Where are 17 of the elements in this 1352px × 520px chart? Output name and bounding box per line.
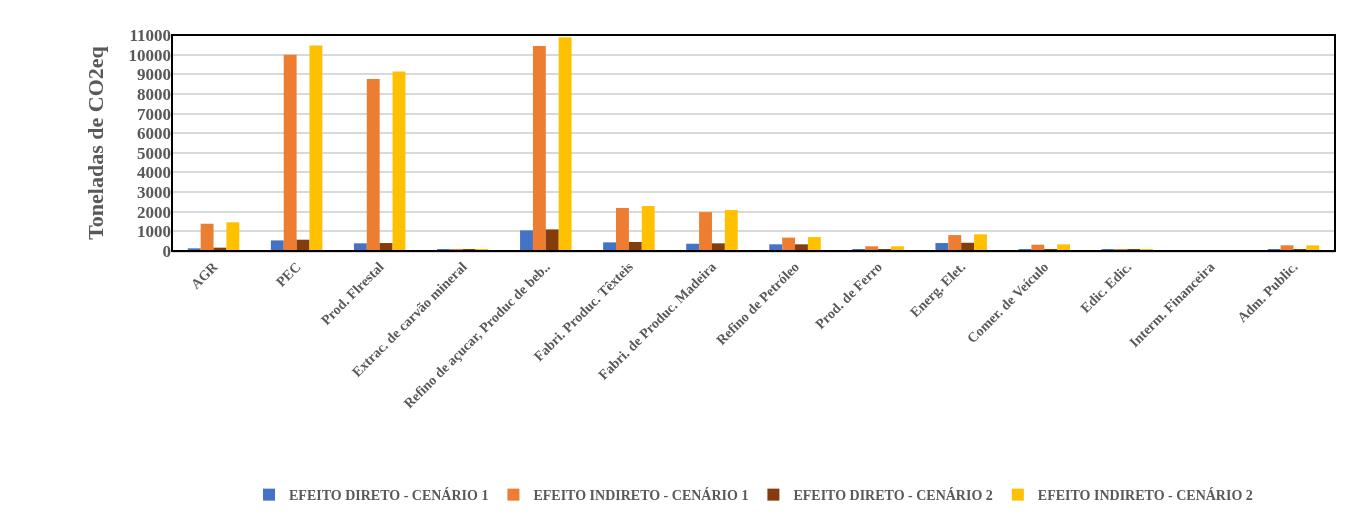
y-tick-label: 1000 — [137, 222, 171, 242]
y-axis-title: Toneladas de CO2eq — [83, 45, 109, 240]
y-tick-label: 3000 — [137, 183, 171, 203]
legend-label: EFEITO DIRETO - CENÁRIO 1 — [289, 487, 489, 504]
y-tick-label: 11000 — [129, 25, 171, 45]
y-tick-label: 4000 — [137, 163, 171, 183]
y-tick-label: 8000 — [137, 84, 171, 104]
y-tick-label: 6000 — [137, 124, 171, 144]
y-tick-label: 10000 — [128, 45, 171, 65]
legend-label: EFEITO INDIRETO - CENÁRIO 1 — [533, 487, 749, 504]
y-tick-label: 7000 — [137, 104, 171, 124]
legend-label: EFEITO DIRETO - CENÁRIO 2 — [793, 487, 993, 504]
legend-label: EFEITO INDIRETO - CENÁRIO 2 — [1037, 487, 1253, 504]
y-tick-label: 0 — [162, 241, 171, 261]
y-tick-label: 5000 — [137, 143, 171, 163]
y-tick-label: 9000 — [137, 65, 171, 85]
y-tick-label: 2000 — [137, 202, 171, 222]
